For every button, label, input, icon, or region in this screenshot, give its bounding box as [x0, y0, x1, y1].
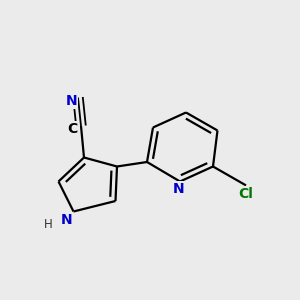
Text: Cl: Cl	[238, 187, 253, 200]
Text: C: C	[68, 122, 78, 136]
Text: N: N	[172, 182, 184, 196]
Text: H: H	[44, 218, 53, 231]
Text: N: N	[61, 213, 72, 226]
Text: N: N	[65, 94, 77, 108]
